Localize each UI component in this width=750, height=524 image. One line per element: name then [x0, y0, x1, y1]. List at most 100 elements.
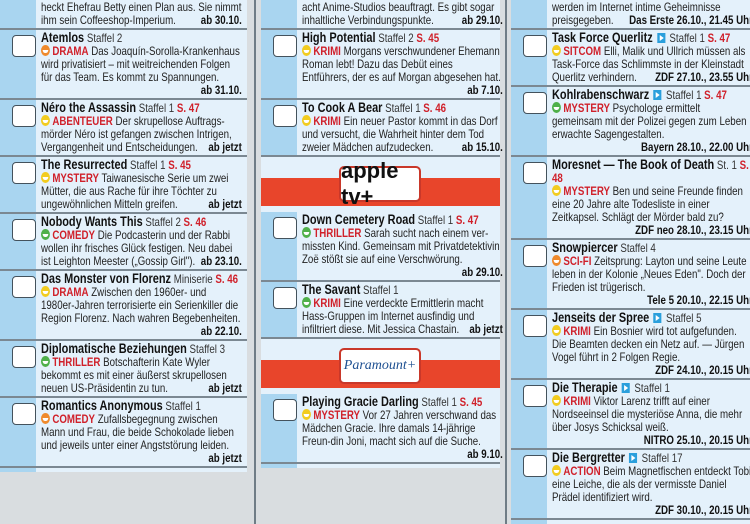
entry-description: Eine verdeckte Ermittlerin macht Hass-Gr… [302, 296, 484, 336]
rating-smiley-icon [302, 297, 311, 308]
rating-smiley-icon [302, 45, 311, 56]
series-title: Atemlos [41, 30, 85, 45]
air-date: ab 9.10. [467, 447, 503, 461]
season-label: Staffel 2 [378, 31, 414, 45]
season-label: Staffel 1 [385, 101, 421, 115]
entry-text: Down Cemetery Road Staffel 1 S. 47 THRILL… [302, 212, 503, 279]
series-title: Down Cemetery Road [302, 212, 416, 227]
series-entry: The Savant Staffel 1 KRIMI Eine verdeckte… [261, 282, 503, 339]
apple-tv-plus-logo: apple tv+ [339, 158, 421, 209]
entry-text: Das Monster von Florenz Miniserie S. 46 D… [41, 272, 242, 338]
series-title: Romantics Anonymous [41, 398, 163, 413]
genre-label: DRAMA [52, 44, 89, 58]
checkbox-strip [511, 520, 547, 524]
page-reference: S. 48 [552, 158, 749, 185]
entry-text: Kohlrabenschwarz Staffel 1 S. 47 MYSTERY … [552, 88, 750, 154]
entry-description: Taiwanesische Serie um zwei Mütter, die … [41, 171, 229, 211]
air-date: ab jetzt [208, 451, 242, 465]
series-entry: Nobody Wants This Staffel 2 S. 46 COMEDY … [0, 214, 247, 271]
series-title: High Potential [302, 30, 376, 45]
watch-checkbox[interactable] [523, 245, 547, 267]
watch-checkbox[interactable] [12, 403, 36, 425]
column-divider [505, 0, 507, 524]
series-entry: Kohlrabenschwarz Staffel 1 S. 47 MYSTERY … [511, 87, 750, 157]
watch-checkbox[interactable] [523, 92, 547, 114]
genre-label: MYSTERY [563, 184, 610, 198]
entry-text: Nobody Wants This Staffel 2 S. 46 COMEDY … [41, 215, 242, 268]
series-entry: Playing Gracie Darling Staffel 1 S. 45 MY… [261, 394, 503, 464]
watch-checkbox[interactable] [12, 346, 36, 368]
watch-checkbox[interactable] [12, 35, 36, 57]
season-label: Staffel 1 [138, 101, 175, 115]
logo-text: apple tv+ [341, 158, 399, 209]
genre-label: KRIMI [313, 296, 341, 310]
watch-checkbox[interactable] [273, 105, 297, 127]
watch-checkbox[interactable] [273, 287, 297, 309]
air-date: ab 29.10. [461, 13, 503, 27]
entry-text: Moresnet — The Book of Death St. 1 S. 48… [552, 158, 750, 237]
watch-checkbox[interactable] [273, 35, 297, 57]
rating-smiley-icon [552, 395, 561, 406]
air-date: ab jetzt [208, 197, 242, 211]
checkbox-strip [0, 0, 36, 28]
genre-label: MYSTERY [52, 171, 99, 185]
rating-smiley-icon [41, 413, 50, 424]
series-entry: Das Monster von Florenz Miniserie S. 46 D… [0, 271, 247, 341]
air-date: Das Erste 26.10., 21.45 Uhr [629, 13, 750, 27]
watch-checkbox[interactable] [12, 162, 36, 184]
listing-column-3: werden im Internet intime Geheimnisse pr… [511, 0, 750, 524]
watch-checkbox[interactable] [12, 105, 36, 127]
page-reference: S. 47 [707, 31, 731, 45]
genre-label: THRILLER [313, 226, 362, 240]
series-entry: To Cook A Bear Staffel 1 S. 46 KRIMI Ein … [261, 100, 503, 157]
watch-checkbox[interactable] [273, 399, 297, 421]
series-entry: Task Force Querlitz Staffel 1 S. 47 SITCO… [511, 30, 750, 87]
season-label: Staffel 17 [641, 451, 683, 465]
watch-checkbox[interactable] [523, 162, 547, 184]
watch-checkbox[interactable] [523, 35, 547, 57]
genre-label: MYSTERY [313, 408, 360, 422]
season-label: Staffel 1 [130, 158, 166, 172]
series-title: Die Therapie [552, 380, 618, 395]
entry-text: werden im Internet intime Geheimnisse pr… [552, 1, 750, 27]
series-title: The Resurrected [41, 157, 128, 172]
series-title: The Savant [302, 282, 361, 297]
page-reference: S. 46 [183, 215, 207, 229]
rating-smiley-icon [41, 286, 50, 297]
watch-checkbox[interactable] [12, 219, 36, 241]
watch-checkbox[interactable] [523, 455, 547, 477]
entry-description: Der skrupellose Auftrags-mörder Néro ist… [41, 114, 232, 154]
series-entry: Die Therapie Staffel 1 KRIMI Viktor Laren… [511, 380, 750, 450]
entry-text: Task Force Querlitz Staffel 1 S. 47 SITCO… [552, 31, 750, 84]
watch-checkbox[interactable] [273, 217, 297, 239]
watch-checkbox[interactable] [523, 385, 547, 407]
entry-description: Zwischen den 1960er- und 1980er-Jahren t… [41, 285, 241, 325]
entry-text: Diplomatische Beziehungen Staffel 3 THRIL… [41, 342, 242, 395]
season-label: St. 1 [716, 158, 737, 172]
series-entry: Néro the Assassin Staffel 1 S. 47 ABENTEU… [0, 100, 247, 157]
air-date: ab 7.10. [467, 83, 503, 97]
genre-label: ACTION [563, 464, 601, 478]
air-date: ab 29.10. [461, 265, 503, 279]
entry-text: The Savant Staffel 1 KRIMI Eine verdeckte… [302, 283, 503, 336]
mediathek-play-icon [653, 90, 662, 100]
entry-text: To Cook A Bear Staffel 1 S. 46 KRIMI Ein … [302, 101, 503, 154]
watch-checkbox[interactable] [523, 315, 547, 337]
rating-smiley-icon [552, 325, 561, 336]
rating-smiley-icon [552, 255, 561, 266]
air-date: Bayern 28.10., 22.00 Uhr [641, 140, 750, 154]
season-label: Miniserie [173, 272, 213, 286]
entry-description: Sarah sucht nach einem ver-missten Kind.… [302, 226, 500, 266]
season-label: Staffel 3 [189, 342, 226, 356]
season-label: Staffel 1 [417, 213, 454, 227]
series-title: Nobody Wants This [41, 214, 143, 229]
genre-label: KRIMI [313, 114, 341, 128]
air-date: ab jetzt [469, 322, 503, 336]
rating-smiley-icon [302, 115, 311, 126]
watch-checkbox[interactable] [12, 276, 36, 298]
page-reference: S. 46 [423, 101, 447, 115]
partial-entry: acht Anime-Studios beauftragt. Es gibt s… [261, 0, 503, 30]
series-title: Néro the Assassin [41, 100, 137, 115]
series-title: Playing Gracie Darling [302, 394, 419, 409]
season-label: Staffel 1 [665, 88, 702, 102]
